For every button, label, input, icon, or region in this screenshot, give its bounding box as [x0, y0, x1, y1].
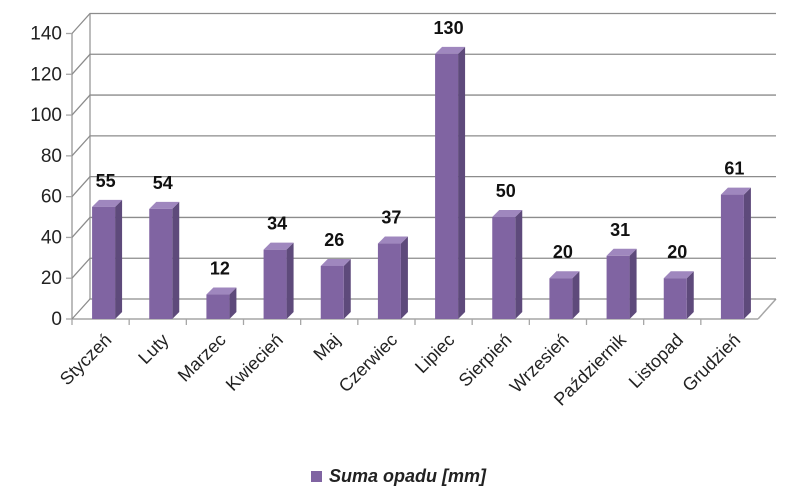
bar-side — [515, 210, 523, 319]
category-label: Listopad — [625, 330, 687, 392]
bar — [206, 287, 237, 319]
legend: Suma opadu [mm] — [311, 466, 487, 486]
bar-top — [320, 258, 351, 266]
bars — [92, 46, 751, 320]
bar-front — [92, 206, 116, 319]
bar-top — [435, 46, 466, 54]
y-tick-label: 120 — [30, 64, 62, 85]
bar-side — [458, 46, 466, 320]
bar-side — [229, 287, 237, 319]
bar — [149, 201, 180, 319]
bar-front — [606, 255, 630, 319]
bar — [263, 242, 294, 319]
bar-side — [629, 248, 637, 319]
data-label: 37 — [381, 208, 401, 228]
gridline — [71, 298, 776, 320]
bar-side — [115, 199, 123, 319]
category-label: Maj — [309, 330, 344, 365]
gridline — [71, 94, 776, 116]
bar-top — [263, 242, 294, 250]
bar — [606, 248, 637, 319]
category-label: Lipiec — [411, 330, 458, 377]
bar-top — [92, 199, 123, 207]
gridline — [71, 135, 776, 157]
bar — [92, 199, 123, 319]
y-tick-label: 0 — [51, 309, 62, 330]
bar-front — [720, 194, 744, 319]
category-label: Kwiecień — [222, 330, 287, 395]
bar-top — [492, 210, 523, 218]
legend-swatch — [311, 471, 322, 482]
floor-right-edge — [757, 298, 777, 320]
bar — [663, 271, 694, 319]
y-tick-label: 60 — [41, 187, 62, 208]
gridline — [71, 216, 776, 238]
bar-top — [149, 201, 180, 209]
bar — [435, 46, 466, 320]
data-label: 61 — [724, 159, 744, 179]
data-label: 130 — [434, 18, 464, 38]
category-label: Czerwiec — [335, 330, 401, 396]
bar — [492, 210, 523, 319]
data-label: 34 — [267, 214, 287, 234]
bar-front — [263, 249, 287, 319]
y-tick-label: 80 — [41, 146, 62, 167]
category-label: Styczeń — [56, 330, 115, 389]
data-label: 12 — [210, 259, 230, 279]
bar — [549, 271, 580, 319]
gridline — [71, 12, 776, 34]
bar-front — [149, 208, 173, 319]
gridlines — [71, 12, 776, 320]
bar-side — [686, 271, 694, 319]
category-label: Grudzień — [678, 330, 744, 396]
bar-front — [435, 53, 459, 320]
bar-top — [606, 248, 637, 256]
bar-top — [206, 287, 237, 295]
bar-side — [400, 236, 408, 319]
y-tick-label: 20 — [41, 268, 62, 289]
bar-side — [572, 271, 580, 319]
data-label: 31 — [610, 220, 630, 240]
bar — [377, 236, 408, 319]
bar-side — [172, 201, 180, 319]
gridline — [71, 175, 776, 198]
bar-side — [343, 258, 351, 319]
bar-front — [663, 278, 687, 319]
bar-top — [663, 271, 694, 279]
bar — [720, 187, 751, 319]
bar-top — [549, 271, 580, 279]
data-label: 55 — [96, 171, 116, 191]
gridline — [71, 53, 776, 75]
bar-top — [720, 187, 751, 195]
legend-label: Suma opadu [mm] — [329, 466, 487, 486]
data-label: 50 — [496, 181, 516, 201]
bar-top — [377, 236, 408, 244]
data-label: 20 — [667, 242, 687, 262]
data-label: 26 — [324, 230, 344, 250]
data-label: 20 — [553, 242, 573, 262]
y-axis-ticks: 0 20 40 60 80 100 120 140 — [30, 23, 72, 330]
y-tick-label: 100 — [30, 105, 62, 126]
bar-front — [377, 243, 401, 319]
bar-front — [549, 278, 573, 319]
data-label: 54 — [153, 173, 173, 193]
bar-front — [320, 265, 344, 319]
y-tick-label: 40 — [41, 227, 62, 248]
bar-front — [492, 217, 516, 319]
data-labels: 55 54 12 34 26 37 130 50 20 31 20 61 — [96, 18, 745, 279]
bar — [320, 258, 351, 319]
gridline — [71, 257, 776, 279]
bar-side — [743, 187, 751, 319]
bar-side — [286, 242, 294, 319]
category-label: Luty — [134, 330, 172, 368]
y-tick-label: 140 — [30, 23, 62, 44]
category-label: Marzec — [174, 330, 230, 386]
bar-front — [206, 294, 230, 319]
